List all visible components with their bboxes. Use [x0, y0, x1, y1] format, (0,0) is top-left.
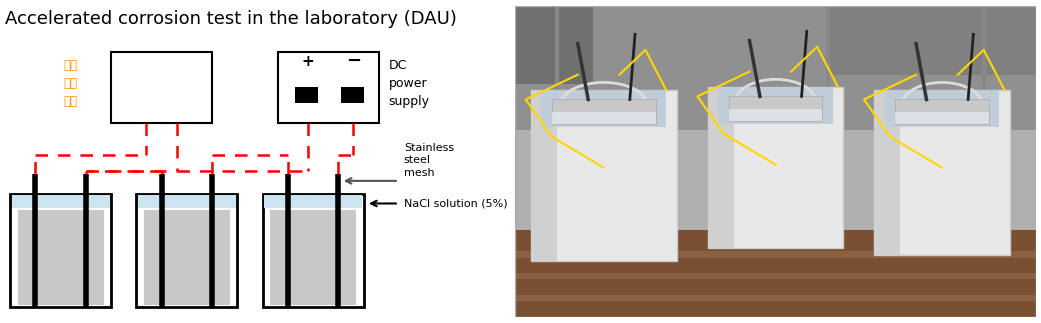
Bar: [874, 90, 1010, 255]
Text: +: +: [302, 54, 314, 69]
Bar: [552, 99, 656, 124]
Bar: [828, 6, 1036, 75]
Text: −: −: [346, 52, 361, 70]
Bar: [18, 210, 103, 305]
Bar: [11, 195, 109, 208]
Bar: [136, 194, 237, 307]
Bar: [137, 195, 235, 208]
Bar: [296, 87, 319, 103]
Bar: [10, 194, 111, 307]
Bar: [885, 90, 999, 127]
Bar: [729, 96, 822, 121]
Bar: [718, 87, 833, 124]
Bar: [340, 87, 363, 103]
Bar: [515, 273, 1036, 279]
Bar: [278, 52, 379, 123]
Bar: [874, 90, 900, 255]
Text: Accelerated corrosion test in the laboratory (DAU): Accelerated corrosion test in the labora…: [5, 10, 457, 28]
Bar: [552, 112, 656, 124]
Bar: [262, 194, 363, 307]
Text: NaCl solution (5%): NaCl solution (5%): [404, 199, 508, 208]
Bar: [515, 230, 1036, 317]
Bar: [541, 90, 666, 127]
Bar: [270, 210, 356, 305]
Bar: [515, 295, 1036, 301]
Bar: [531, 90, 557, 261]
Bar: [895, 99, 989, 124]
Bar: [515, 6, 593, 84]
Bar: [144, 210, 230, 305]
Bar: [895, 112, 989, 124]
Text: Stainless
steel
mesh: Stainless steel mesh: [404, 143, 454, 178]
Bar: [531, 90, 677, 261]
Bar: [515, 6, 1036, 130]
Text: 전류
측정
장치: 전류 측정 장치: [64, 59, 78, 109]
Bar: [111, 52, 212, 123]
Text: DC
power
supply: DC power supply: [388, 59, 430, 109]
Bar: [729, 109, 822, 121]
Bar: [264, 195, 362, 208]
Bar: [708, 87, 734, 248]
Bar: [515, 251, 1036, 258]
Bar: [708, 87, 843, 248]
